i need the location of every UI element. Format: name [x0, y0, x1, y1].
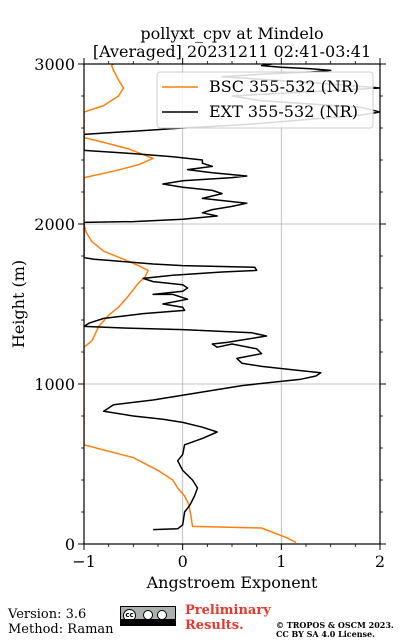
y-axis-label: Height (m) [9, 260, 28, 348]
legend-label-bsc: BSC 355-532 (NR) [209, 77, 359, 96]
x-tick-label: 1 [276, 552, 286, 571]
legend-box [156, 71, 374, 129]
grid-lines [84, 64, 380, 544]
x-tick-label: 0 [178, 552, 188, 571]
legend: BSC 355-532 (NR) EXT 355-532 (NR) [156, 71, 374, 129]
x-axis-label: Angstroem Exponent [146, 573, 318, 592]
cc-badge-strip [121, 619, 175, 625]
angstroem-profile-chart: pollyxt_cpv at Mindelo [Averaged] 202312… [9, 24, 386, 592]
x-tick-label: −1 [72, 552, 96, 571]
cc-circle-icon: cc [123, 609, 136, 622]
results-label: Results. [185, 618, 244, 633]
preliminary-label: Preliminary [185, 603, 271, 618]
method-text: Method: Raman [8, 622, 114, 637]
y-tick-label: 1000 [34, 375, 75, 394]
y-tick-label: 0 [65, 535, 75, 554]
cc-by-sa-icon: cc [120, 606, 176, 626]
y-tick-label: 3000 [34, 55, 75, 74]
series-line-bsc [84, 64, 297, 544]
x-tick-label: 2 [375, 552, 385, 571]
plot-frame [83, 63, 381, 545]
copyright-line1: © TROPOS & OSCM 2023. [276, 620, 394, 630]
legend-label-ext: EXT 355-532 (NR) [209, 102, 358, 121]
chart-title-line2: [Averaged] 20231211 02:41-03:41 [93, 42, 371, 61]
chart-title-line1: pollyxt_cpv at Mindelo [140, 24, 323, 43]
copyright-line2: CC BY SA 4.0 License. [276, 629, 375, 639]
y-tick-label: 2000 [34, 215, 75, 234]
version-text: Version: 3.6 [8, 607, 87, 622]
series-lines [84, 64, 380, 544]
